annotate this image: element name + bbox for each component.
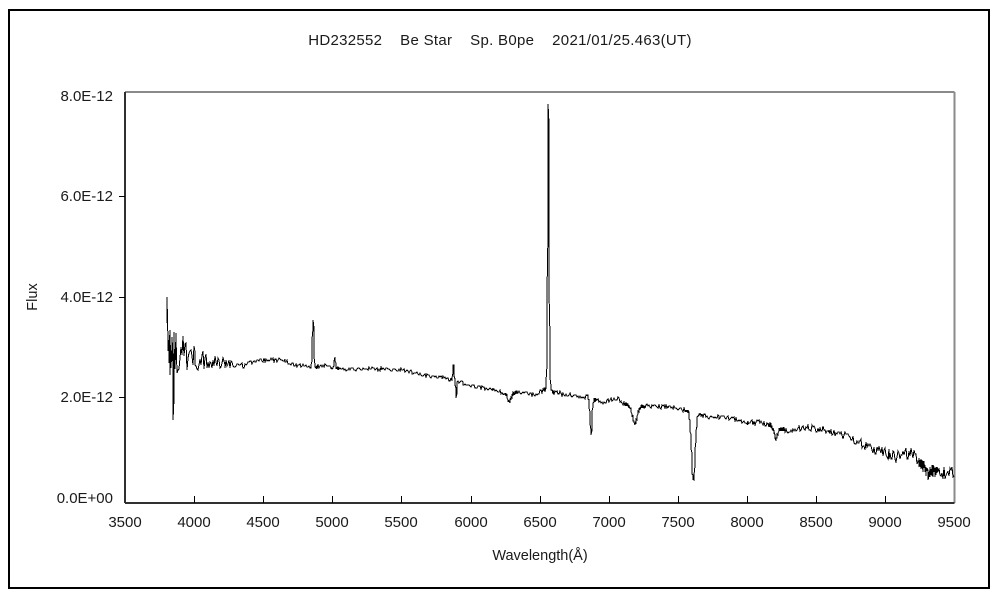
y-axis-label: Flux (25, 283, 41, 311)
plot-frame (124, 91, 956, 504)
y-tick-label: 0.0E+00 (57, 490, 113, 507)
y-tick-label: 4.0E-12 (60, 289, 113, 306)
x-tick-label: 8000 (730, 514, 763, 531)
x-tick-label: 7000 (592, 514, 625, 531)
y-tick-label: 2.0E-12 (60, 389, 113, 406)
x-tick-label: 5500 (384, 514, 417, 531)
axis-tick-labels: 3500 4000 4500 5000 5500 6000 6500 7000 7500 8000… (57, 88, 971, 531)
x-tick-label: 9500 (937, 514, 970, 531)
axis-ticks (119, 196, 886, 503)
y-tick-label: 6.0E-12 (60, 188, 113, 205)
x-tick-label: 7500 (661, 514, 694, 531)
x-tick-label: 5000 (315, 514, 348, 531)
spectrum-line (166, 103, 955, 482)
x-tick-label: 6000 (454, 514, 487, 531)
x-tick-label: 6500 (523, 514, 556, 531)
x-tick-label: 3500 (108, 514, 141, 531)
x-tick-label: 8500 (799, 514, 832, 531)
x-tick-label: 4000 (177, 514, 210, 531)
y-tick-label: 8.0E-12 (60, 88, 113, 105)
chart-title: HD232552 Be Star Sp. B0pe 2021/01/25.463… (308, 32, 692, 49)
x-tick-label: 4500 (246, 514, 279, 531)
x-tick-label: 9000 (868, 514, 901, 531)
x-axis-label: Wavelength(Å) (492, 547, 587, 564)
